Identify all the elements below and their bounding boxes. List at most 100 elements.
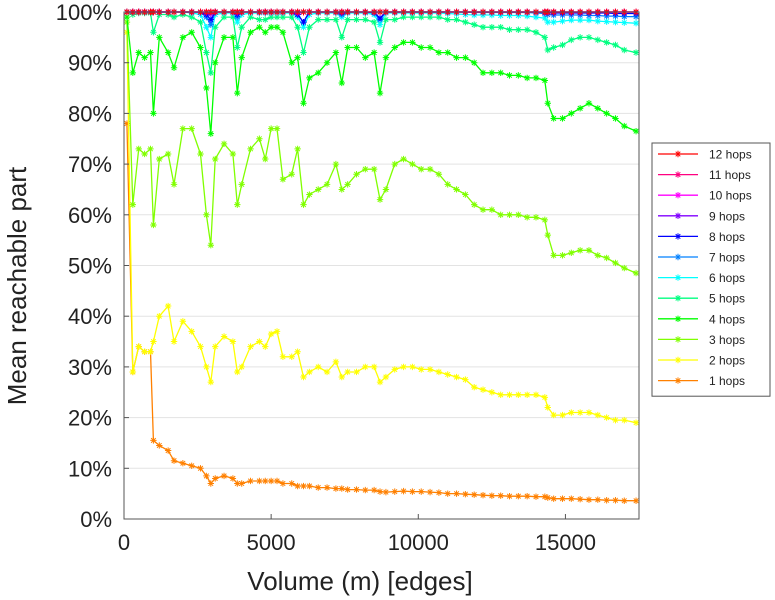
- data-point: [306, 191, 313, 198]
- legend-item-1-hops: 1 hops: [658, 374, 745, 388]
- data-point: [370, 49, 378, 56]
- data-point: [621, 264, 628, 272]
- legend-marker: [674, 150, 682, 158]
- data-point: [435, 171, 443, 178]
- data-point: [382, 16, 390, 23]
- y-tick-label: 10%: [68, 456, 112, 481]
- data-point: [141, 54, 148, 61]
- legend-item-6-hops: 6 hops: [658, 271, 745, 285]
- data-point: [220, 13, 228, 21]
- data-point: [418, 488, 425, 495]
- data-point: [353, 486, 360, 493]
- data-point: [315, 363, 322, 371]
- data-point: [550, 44, 557, 51]
- data-point: [338, 186, 345, 193]
- data-point: [170, 338, 178, 345]
- data-point: [550, 18, 557, 26]
- data-point: [488, 24, 496, 31]
- data-point: [382, 373, 390, 381]
- data-point: [262, 155, 269, 163]
- data-point: [247, 13, 254, 21]
- data-point: [164, 447, 172, 454]
- data-point: [444, 181, 451, 188]
- data-point: [306, 24, 313, 31]
- data-point: [170, 457, 178, 464]
- data-point: [288, 353, 295, 360]
- data-point: [621, 19, 628, 26]
- data-point: [197, 150, 204, 158]
- data-point: [156, 155, 163, 163]
- data-point: [603, 414, 610, 421]
- data-point: [370, 486, 378, 494]
- data-point: [506, 391, 513, 398]
- data-point: [479, 386, 487, 393]
- data-point: [234, 368, 241, 376]
- data-point: [632, 49, 640, 56]
- data-point: [585, 100, 593, 107]
- data-point: [147, 49, 154, 56]
- data-point: [471, 383, 478, 391]
- data-point: [435, 49, 443, 56]
- legend-label: 8 hops: [709, 230, 745, 244]
- data-point: [300, 373, 307, 381]
- data-point: [135, 343, 142, 350]
- data-point: [234, 44, 241, 51]
- data-point: [238, 363, 245, 371]
- data-point: [400, 39, 407, 46]
- data-point: [515, 492, 522, 500]
- data-point: [135, 49, 142, 56]
- data-point: [288, 480, 295, 487]
- data-point: [294, 54, 301, 61]
- data-point: [156, 313, 163, 320]
- data-point: [594, 17, 601, 25]
- data-point: [332, 16, 340, 23]
- data-point: [426, 13, 434, 21]
- data-point: [212, 59, 219, 66]
- data-point: [576, 16, 584, 24]
- data-point: [506, 72, 513, 79]
- data-point: [585, 34, 593, 41]
- data-point: [300, 49, 307, 56]
- data-point: [147, 145, 154, 153]
- data-point: [273, 477, 281, 485]
- data-point: [488, 69, 496, 77]
- data-point: [559, 17, 566, 25]
- legend-marker: [674, 253, 682, 261]
- data-point: [170, 64, 178, 71]
- data-point: [323, 181, 331, 188]
- data-point: [362, 16, 369, 23]
- legend-item-4-hops: 4 hops: [658, 312, 745, 326]
- data-point: [559, 411, 566, 419]
- data-point: [550, 252, 557, 259]
- data-point: [207, 242, 215, 249]
- data-point: [585, 409, 593, 416]
- data-point: [220, 472, 228, 480]
- data-point: [207, 69, 215, 77]
- data-point: [418, 44, 425, 51]
- data-point: [497, 24, 504, 31]
- data-point: [479, 491, 487, 499]
- data-point: [559, 495, 566, 502]
- data-point: [568, 495, 575, 502]
- data-point: [400, 155, 407, 163]
- data-point: [585, 496, 593, 503]
- data-point: [506, 26, 513, 33]
- data-point: [197, 343, 204, 350]
- data-point: [188, 462, 195, 469]
- data-point: [462, 191, 469, 198]
- data-point: [197, 44, 204, 51]
- data-point: [294, 24, 301, 31]
- data-point: [550, 115, 557, 122]
- data-point: [179, 318, 187, 325]
- data-point: [188, 328, 195, 335]
- data-point: [344, 44, 351, 51]
- data-point: [523, 214, 531, 221]
- data-point: [391, 16, 398, 23]
- data-point: [544, 231, 551, 239]
- data-point: [135, 145, 142, 153]
- data-point: [488, 492, 496, 499]
- data-point: [353, 16, 360, 23]
- data-point: [353, 44, 360, 51]
- data-point: [568, 409, 575, 416]
